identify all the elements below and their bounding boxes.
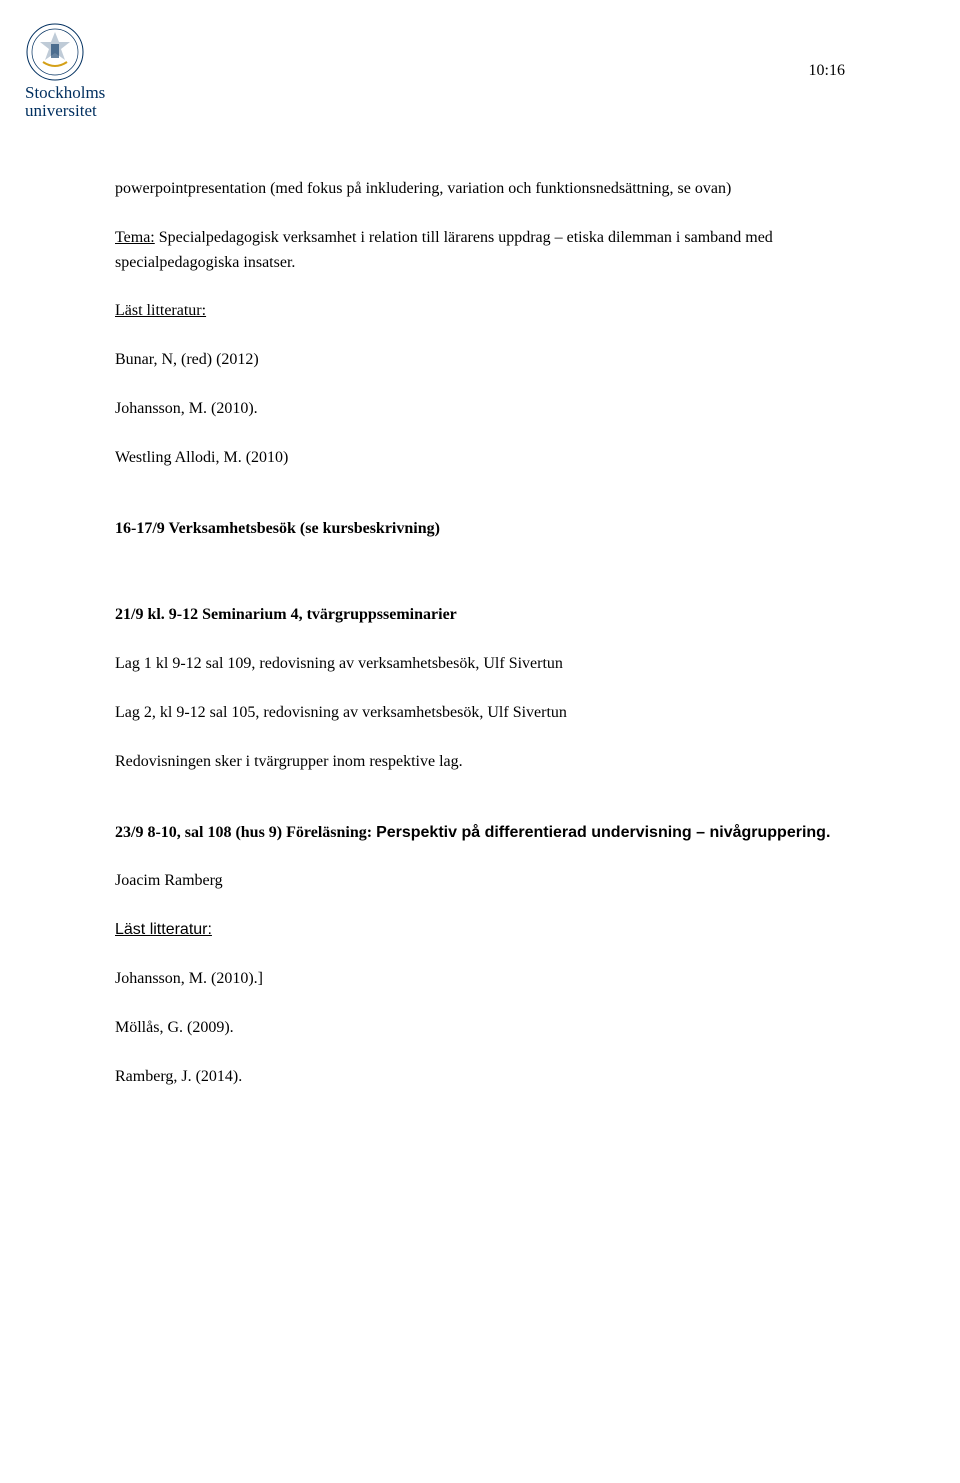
ref1-1: Bunar, N, (red) (2012) [115,348,845,373]
literature-label-2: Läst litteratur: [115,918,845,943]
seminar-line-3: Redovisningen sker i tvärgrupper inom re… [115,750,845,775]
lecture-heading: 23/9 8-10, sal 108 (hus 9) Föreläsning: … [115,821,845,846]
activity-1: 16-17/9 Verksamhetsbesök (se kursbeskriv… [115,517,845,542]
seminar-line-2: Lag 2, kl 9-12 sal 105, redovisning av v… [115,701,845,726]
university-name: Stockholms universitet [25,84,105,120]
university-logo: Stockholms universitet [25,22,105,120]
page-number: 10:16 [809,62,845,80]
seminar-line-1: Lag 1 kl 9-12 sal 109, redovisning av ve… [115,652,845,677]
intro-line1: powerpointpresentation (med fokus på ink… [115,177,845,202]
ref1-3: Westling Allodi, M. (2010) [115,446,845,471]
lecture-prefix: 23/9 8-10, sal 108 (hus 9) Föreläsning: [115,824,376,841]
logo-text-line1: Stockholms [25,84,105,102]
lecture-topic: Perspektiv på differentierad undervisnin… [376,824,830,841]
university-seal-icon [25,22,85,82]
literature-label-1: Läst litteratur: [115,299,845,324]
seminar-heading: 21/9 kl. 9-12 Seminarium 4, tvärgruppsse… [115,603,845,628]
ref2-2: Möllås, G. (2009). [115,1016,845,1041]
ref2-3: Ramberg, J. (2014). [115,1065,845,1090]
document-body: powerpointpresentation (med fokus på ink… [115,177,845,1089]
theme-label: Tema: [115,229,155,246]
lecturer-name: Joacim Ramberg [115,869,845,894]
theme-paragraph: Tema: Specialpedagogisk verksamhet i rel… [115,226,845,276]
ref2-1: Johansson, M. (2010).] [115,967,845,992]
logo-text-line2: universitet [25,102,105,120]
theme-text: Specialpedagogisk verksamhet i relation … [115,229,773,271]
ref1-2: Johansson, M. (2010). [115,397,845,422]
